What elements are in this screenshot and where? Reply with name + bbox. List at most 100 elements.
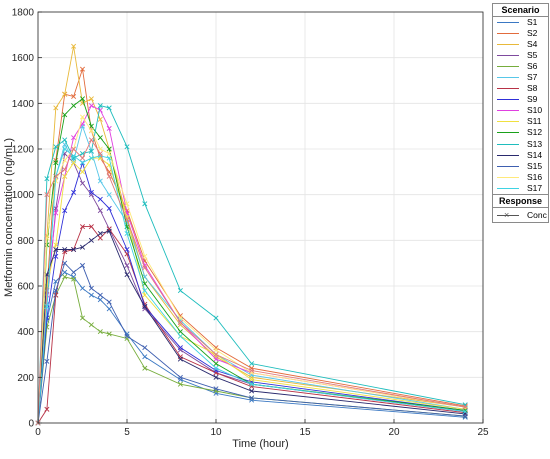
series-s18 (35, 137, 468, 426)
data-point (97, 208, 103, 214)
legend-swatch (497, 110, 519, 112)
response-legend-title: Response (493, 195, 548, 208)
legend-item-s2: S2 (493, 28, 548, 39)
data-point (53, 105, 59, 111)
data-point (79, 180, 86, 186)
data-point (177, 329, 183, 335)
data-point (213, 315, 219, 321)
data-point (97, 230, 103, 237)
data-point (53, 246, 59, 252)
data-point (142, 365, 148, 371)
legend-label: S9 (527, 94, 538, 105)
data-point (44, 304, 50, 310)
series-s9 (35, 160, 468, 426)
data-point (124, 230, 130, 237)
data-point (97, 329, 103, 335)
data-point (213, 356, 219, 362)
data-point (53, 144, 59, 150)
legend-swatch (497, 66, 519, 68)
data-point (106, 306, 112, 312)
data-point (249, 388, 255, 394)
data-point (71, 189, 77, 195)
legend-item-s5: S5 (493, 50, 548, 61)
data-point (79, 169, 86, 175)
data-point (124, 333, 130, 339)
data-point (177, 345, 183, 351)
grid (37, 11, 484, 424)
data-point (62, 246, 68, 252)
data-point (53, 210, 59, 216)
series-line (37, 276, 466, 424)
data-point (142, 354, 148, 360)
legend-label: S15 (527, 160, 543, 171)
data-point (97, 146, 103, 152)
response-swatch (497, 215, 519, 216)
data-point (249, 383, 255, 389)
data-point (249, 381, 255, 387)
legend-swatch (497, 44, 519, 46)
x-tick-label: 0 (35, 427, 41, 438)
data-point (53, 288, 59, 294)
x-marker-icon: × (504, 210, 510, 220)
data-point (177, 356, 183, 362)
legend-item-s7: S7 (493, 72, 548, 83)
x-tick-label: 25 (477, 427, 489, 438)
data-point (462, 402, 468, 408)
data-point (62, 269, 68, 275)
legend-item-s10: S10 (493, 105, 548, 116)
data-point (177, 322, 183, 328)
data-point (62, 274, 68, 280)
data-point (53, 242, 59, 248)
legend-label: S13 (527, 138, 543, 149)
data-point (106, 125, 112, 131)
legend-swatch (497, 165, 519, 167)
y-tick-label: 1800 (12, 8, 35, 19)
data-point (177, 333, 183, 339)
data-point (124, 246, 130, 252)
data-point (142, 253, 148, 259)
data-point (71, 153, 77, 159)
data-point (71, 135, 77, 141)
data-point (97, 178, 103, 184)
scenario-legend: Scenario S1 S2 S4 S5 S6 S7 S8 S9 S10 S11 S12 S13 S14… (492, 3, 549, 206)
data-point (249, 395, 255, 401)
legend-label: S17 (527, 182, 543, 193)
data-point (62, 112, 68, 118)
data-point (142, 304, 148, 310)
legend-label: S14 (527, 149, 543, 160)
data-point (213, 361, 219, 367)
legend-swatch (497, 121, 519, 123)
data-point (88, 148, 94, 154)
data-point (88, 155, 94, 161)
data-point (177, 354, 183, 360)
data-point (44, 192, 50, 198)
data-point (124, 272, 130, 278)
legend-swatch (497, 176, 519, 178)
data-point (62, 91, 68, 97)
data-point (462, 406, 468, 412)
x-tick-label: 10 (210, 427, 222, 438)
legend-item-s8: S8 (493, 83, 548, 94)
data-point (97, 235, 103, 241)
series-line (37, 124, 466, 424)
data-point (462, 413, 468, 419)
data-point (106, 205, 112, 211)
data-point (249, 370, 255, 376)
data-point (88, 285, 94, 291)
legend-label: S6 (527, 61, 538, 72)
data-point (88, 103, 94, 109)
legend-swatch (497, 132, 519, 134)
data-point (106, 299, 112, 305)
data-point (106, 105, 112, 111)
data-point (62, 167, 68, 173)
legend-label: S11 (527, 116, 542, 127)
series-line (37, 226, 466, 424)
data-point (142, 265, 148, 271)
series-s13 (35, 103, 468, 426)
y-tick-label: 200 (17, 373, 34, 384)
data-point (71, 157, 77, 163)
legend-label: S8 (527, 83, 538, 94)
plot-frame (37, 11, 484, 424)
legend-item-s6: S6 (493, 61, 548, 72)
